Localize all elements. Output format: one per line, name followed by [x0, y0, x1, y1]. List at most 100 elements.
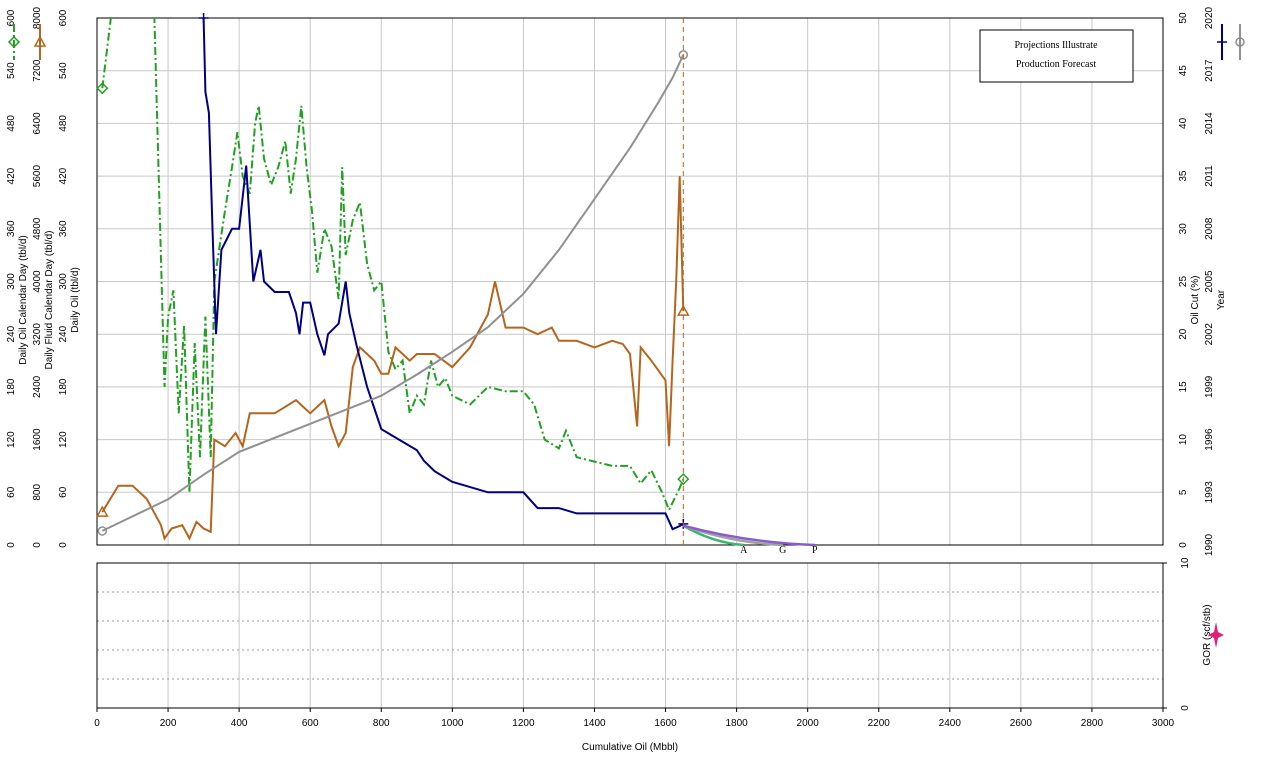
y-tick-label: 2400: [32, 375, 43, 398]
marker: [198, 13, 209, 23]
y-tick-label: 180: [58, 378, 69, 395]
y-tick-label: 420: [58, 167, 69, 184]
y-tick-label: 0: [58, 542, 69, 548]
y-axis-title: Year: [1216, 289, 1227, 310]
y-tick-label: 15: [1178, 381, 1189, 393]
y-tick-label: 1999: [1204, 375, 1215, 398]
lower-frame: [96, 562, 1164, 709]
x-tick-label: 1600: [654, 718, 677, 729]
x-tick-label: 2600: [1010, 718, 1033, 729]
y-tick-label: 35: [1178, 170, 1189, 182]
y-tick-label: 240: [6, 325, 17, 342]
y-tick-label: 600: [58, 9, 69, 26]
marker: [97, 526, 108, 536]
y-axis-title: GOR (scf/stb): [1202, 604, 1213, 665]
annotation: Projections Illustrate: [1014, 40, 1098, 51]
y-axis-title: Daily Oil (tbl/d): [70, 267, 81, 333]
y-tick-label: 800: [32, 484, 43, 501]
y-tick-label: 45: [1178, 65, 1189, 77]
legend-glyph: [1235, 37, 1245, 47]
y-axis-title: Oil Cut (%): [1190, 276, 1201, 325]
plot-frame: [96, 17, 1164, 546]
y-tick-label: 5600: [32, 165, 43, 188]
y-tick-label: 360: [6, 220, 17, 237]
y-axis-title: Daily Oil Calendar Day (tbl/d): [18, 235, 29, 365]
y-tick-label: 2005: [1204, 270, 1215, 293]
x-tick-label: 600: [302, 718, 319, 729]
y-tick-label: 2008: [1204, 217, 1215, 240]
y-tick-label: 1990: [1204, 533, 1215, 556]
y-tick-label: 4800: [32, 217, 43, 240]
x-tick-label: 3000: [1152, 718, 1175, 729]
x-tick-label: 200: [160, 718, 177, 729]
forecast-line: [682, 524, 815, 547]
legend-glyph: [7, 35, 21, 49]
y-tick-label: 0: [32, 542, 43, 548]
x-axis-title: Cumulative Oil (Mbbl): [582, 742, 678, 753]
forecast-label: G: [779, 545, 786, 556]
y-tick-label: 7200: [32, 59, 43, 82]
y-tick-label: 2020: [1204, 6, 1215, 29]
series-layer: [101, 18, 685, 541]
legend-glyph: [1208, 622, 1224, 648]
x-tick-label: 1000: [441, 718, 464, 729]
series-line: [101, 176, 685, 541]
y-tick-label: 10: [1180, 557, 1191, 569]
y-tick-label: 180: [6, 378, 17, 395]
legend-glyph: [33, 35, 47, 47]
x-tick-label: 800: [373, 718, 390, 729]
forecast-label: P: [812, 545, 818, 556]
y-tick-label: 10: [1178, 434, 1189, 446]
y-tick-label: 300: [58, 273, 69, 290]
y-tick-label: 2014: [1204, 112, 1215, 135]
series-line: [101, 54, 685, 532]
y-tick-label: 1600: [32, 428, 43, 451]
y-tick-label: 3200: [32, 323, 43, 346]
y-tick-label: 0: [6, 542, 17, 548]
y-tick-label: 60: [58, 486, 69, 498]
y-tick-label: 2017: [1204, 59, 1215, 82]
y-tick-label: 540: [6, 62, 17, 79]
annotation: Production Forecast: [1016, 59, 1096, 70]
y-tick-label: 300: [6, 273, 17, 290]
x-tick-label: 2800: [1081, 718, 1104, 729]
y-tick-label: 6400: [32, 112, 43, 135]
x-tick-label: 2400: [939, 718, 962, 729]
x-tick-label: 1200: [512, 718, 535, 729]
y-tick-label: 0: [1178, 542, 1189, 548]
y-tick-label: 40: [1178, 117, 1189, 129]
y-tick-label: 2002: [1204, 323, 1215, 346]
y-tick-label: 2011: [1204, 165, 1215, 187]
y-tick-label: 600: [6, 9, 17, 26]
y-tick-label: 1993: [1204, 481, 1215, 504]
y-tick-label: 360: [58, 220, 69, 237]
y-tick-label: 480: [58, 115, 69, 132]
y-tick-label: 4000: [32, 270, 43, 293]
y-tick-label: 0: [1180, 705, 1191, 711]
forecast-label: A: [740, 545, 748, 556]
x-tick-label: 400: [231, 718, 248, 729]
x-tick-label: 1800: [725, 718, 748, 729]
x-tick-label: 0: [94, 718, 100, 729]
y-tick-label: 8000: [32, 6, 43, 29]
marker: [677, 473, 690, 486]
y-tick-label: 5: [1178, 489, 1189, 495]
y-tick-label: 30: [1178, 223, 1189, 235]
y-tick-label: 480: [6, 115, 17, 132]
x-tick-label: 2000: [797, 718, 820, 729]
x-tick-label: 1400: [583, 718, 606, 729]
series-line: [202, 18, 684, 531]
y-tick-label: 20: [1178, 328, 1189, 340]
y-axis-title: Daily Fluid Calendar Day (tbl/d): [44, 231, 55, 370]
y-tick-label: 420: [6, 167, 17, 184]
y-tick-label: 1996: [1204, 428, 1215, 451]
marker: [96, 505, 109, 517]
y-tick-label: 60: [6, 486, 17, 498]
legend-glyph: [1217, 37, 1227, 47]
y-tick-label: 120: [6, 431, 17, 448]
y-tick-label: 25: [1178, 276, 1189, 288]
x-tick-label: 2200: [868, 718, 891, 729]
series-line: [101, 18, 685, 513]
